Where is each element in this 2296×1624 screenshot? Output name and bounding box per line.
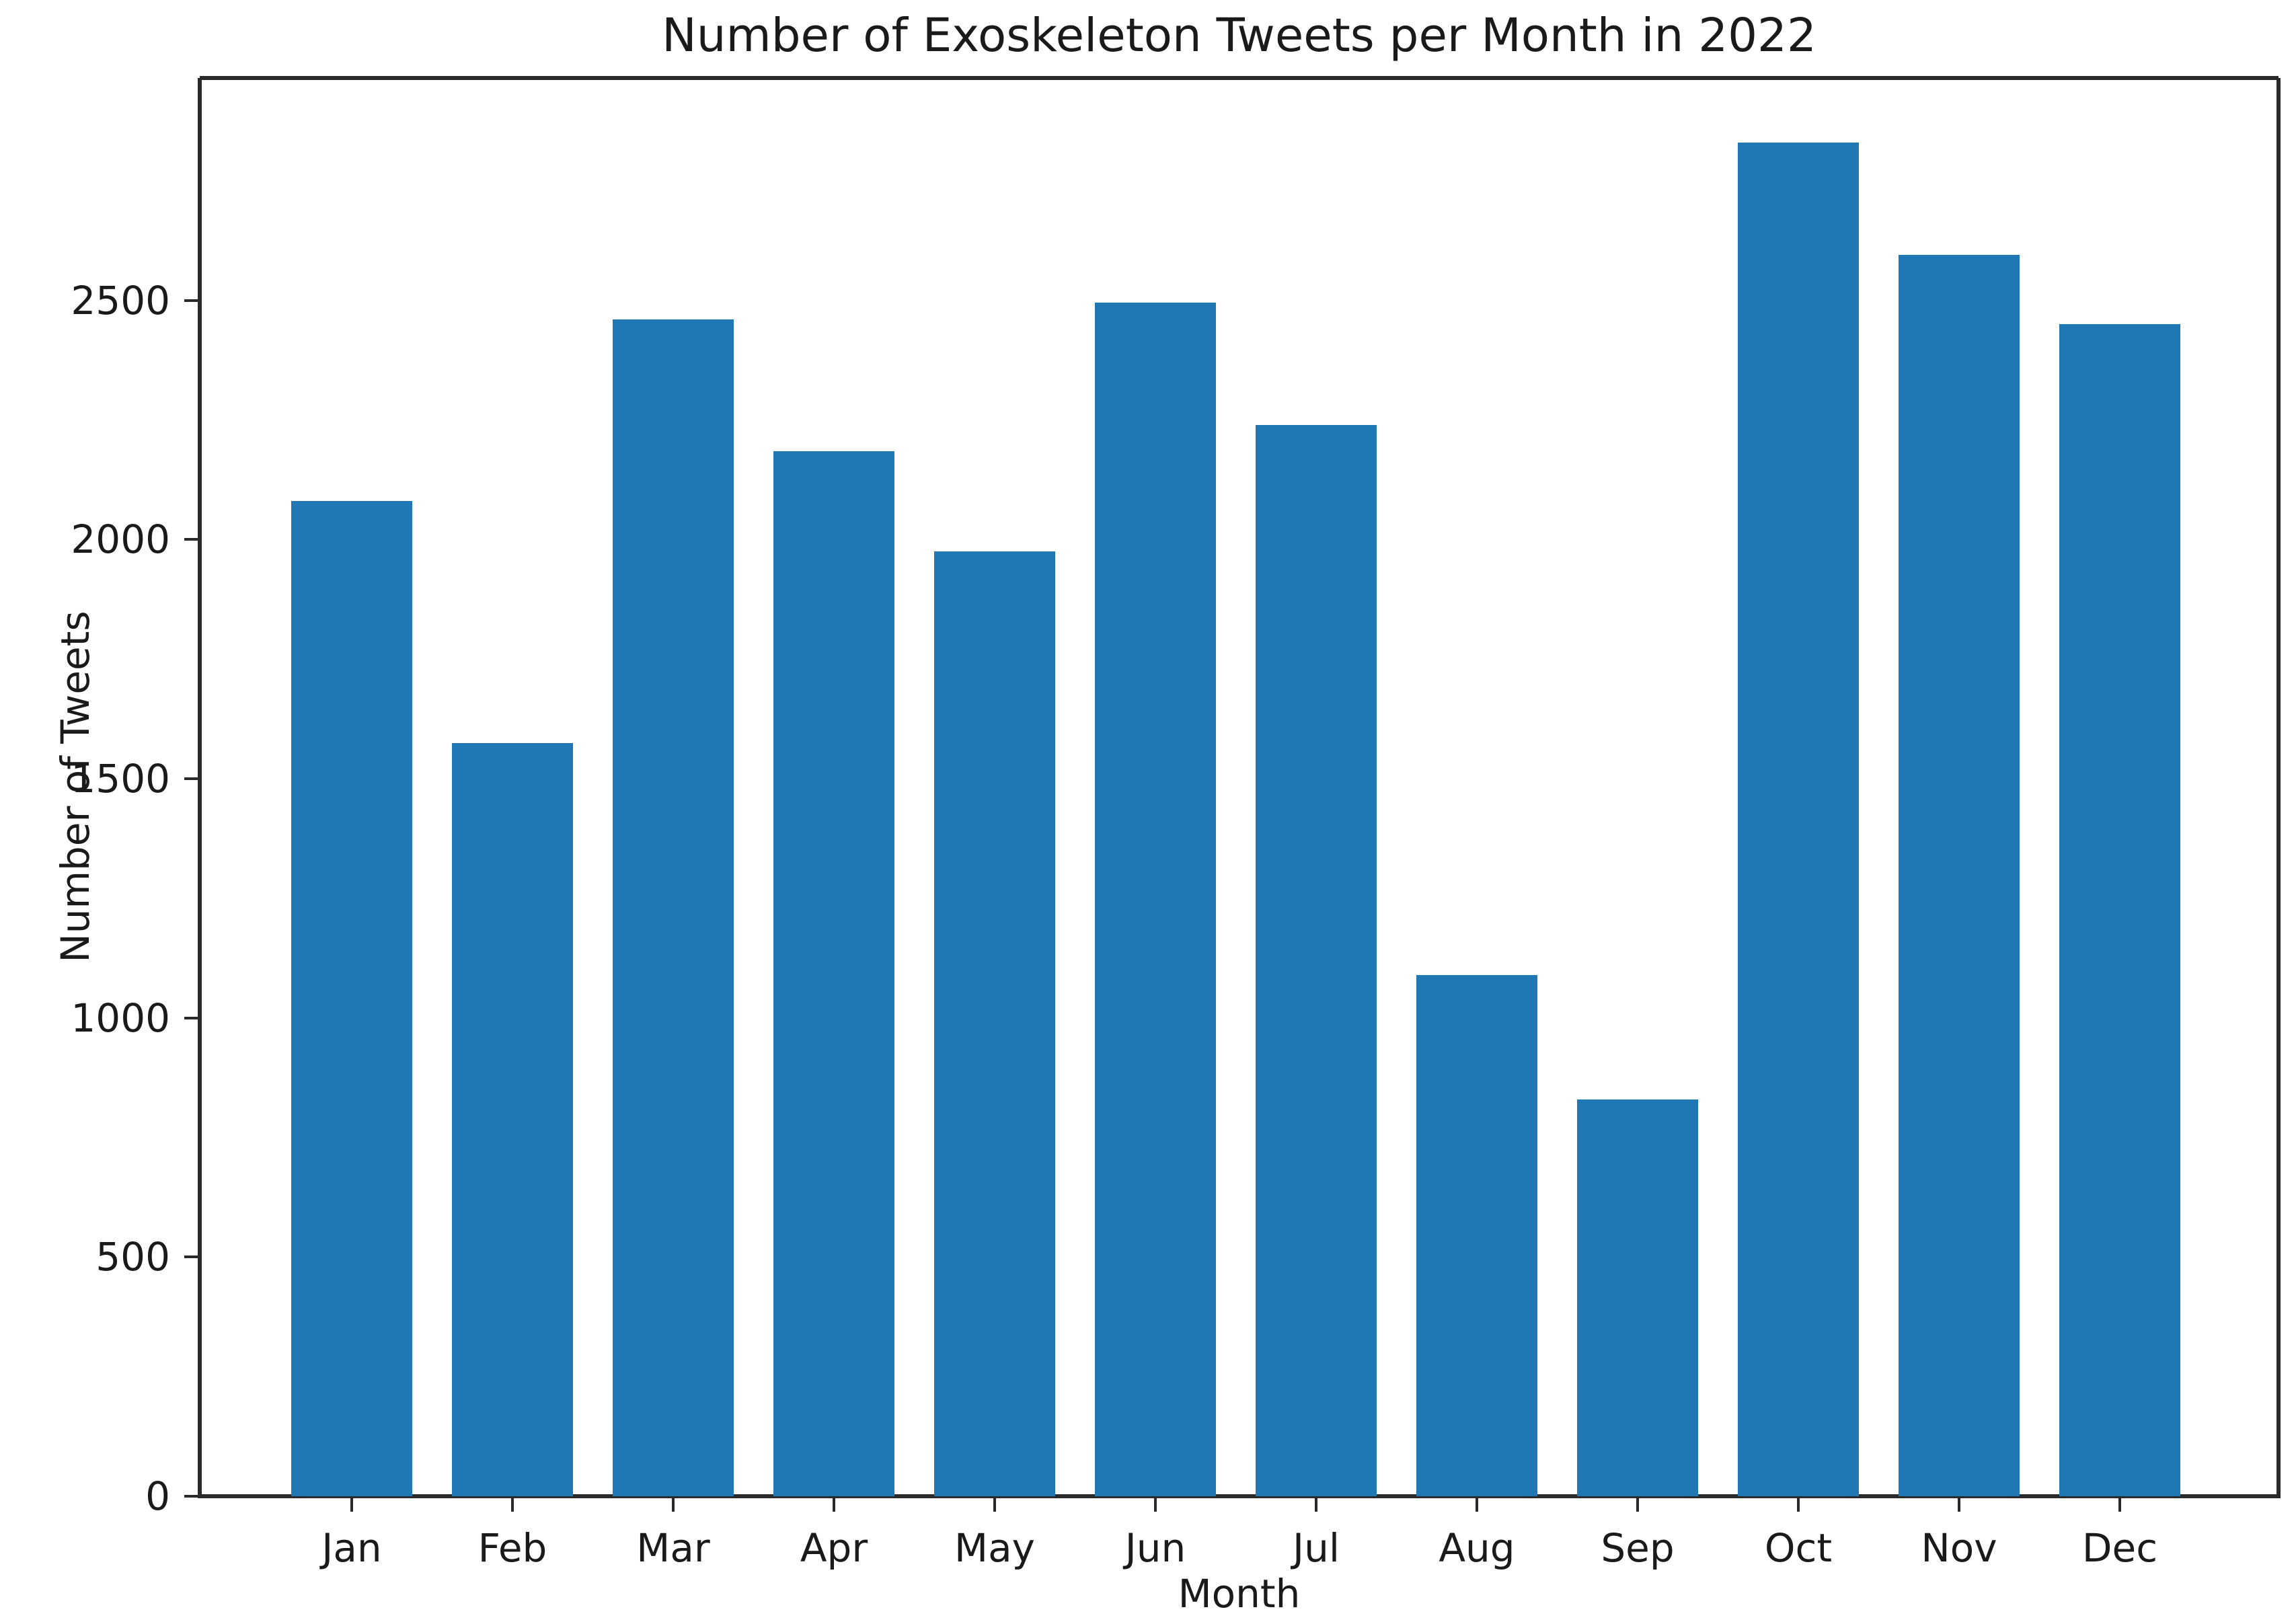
bar-mar xyxy=(613,319,734,1496)
bar-sep xyxy=(1577,1099,1698,1496)
x-tick-label-feb: Feb xyxy=(477,1525,547,1571)
x-tick-mark xyxy=(833,1498,835,1512)
x-tick-mark xyxy=(993,1498,996,1512)
x-tick-label-jun: Jun xyxy=(1124,1525,1186,1571)
y-tick-label: 1000 xyxy=(71,995,170,1041)
axes-spine-bottom xyxy=(200,1494,2279,1498)
x-tick-label-sep: Sep xyxy=(1601,1525,1675,1571)
y-tick-label: 0 xyxy=(145,1473,170,1519)
bar-apr xyxy=(773,451,894,1496)
axes-spine-top xyxy=(200,76,2279,80)
bar-dec xyxy=(2059,324,2180,1496)
y-tick-mark xyxy=(184,1495,198,1498)
x-tick-label-apr: Apr xyxy=(800,1525,868,1571)
axes-spine-right xyxy=(2276,78,2281,1498)
x-tick-label-jul: Jul xyxy=(1293,1525,1340,1571)
x-tick-label-oct: Oct xyxy=(1764,1525,1833,1571)
x-axis-label: Month xyxy=(1178,1571,1301,1617)
bar-may xyxy=(934,551,1055,1496)
x-tick-label-aug: Aug xyxy=(1439,1525,1515,1571)
bar-nov xyxy=(1899,255,2020,1496)
x-tick-label-nov: Nov xyxy=(1921,1525,1997,1571)
bar-jan xyxy=(291,501,412,1496)
y-tick-mark xyxy=(184,1016,198,1019)
x-tick-mark xyxy=(2118,1498,2121,1512)
axes-spine-left xyxy=(198,78,202,1498)
bar-oct xyxy=(1738,143,1859,1496)
plot-area: 0 500 1000 1500 2000 2500 Jan Feb Mar Apr May Jun Ju… xyxy=(71,76,2281,1571)
x-tick-mark xyxy=(1636,1498,1639,1512)
bar-jun xyxy=(1095,303,1216,1496)
bar-jul xyxy=(1256,425,1377,1496)
y-tick-label: 2000 xyxy=(71,516,170,563)
x-tick-mark xyxy=(511,1498,514,1512)
y-tick-label: 1500 xyxy=(71,756,170,802)
y-tick-mark xyxy=(184,299,198,302)
x-tick-mark xyxy=(1154,1498,1157,1512)
x-tick-mark xyxy=(1315,1498,1317,1512)
y-tick-mark xyxy=(184,1255,198,1259)
y-tick-label: 2500 xyxy=(71,277,170,323)
y-tick-mark xyxy=(184,777,198,781)
x-tick-mark xyxy=(672,1498,675,1512)
x-tick-mark xyxy=(1958,1498,1960,1512)
x-tick-label-mar: Mar xyxy=(636,1525,710,1571)
chart-title: Number of Exoskeleton Tweets per Month i… xyxy=(662,9,1816,63)
y-tick-label: 500 xyxy=(95,1234,170,1280)
x-tick-label-jan: Jan xyxy=(321,1525,382,1571)
x-tick-label-dec: Dec xyxy=(2081,1525,2158,1571)
x-tick-mark xyxy=(1797,1498,1800,1512)
bar-feb xyxy=(452,743,573,1496)
y-tick-mark xyxy=(184,538,198,541)
bar-aug xyxy=(1416,975,1537,1496)
x-tick-label-may: May xyxy=(954,1525,1035,1571)
x-tick-mark xyxy=(1476,1498,1478,1512)
x-tick-mark xyxy=(350,1498,353,1512)
